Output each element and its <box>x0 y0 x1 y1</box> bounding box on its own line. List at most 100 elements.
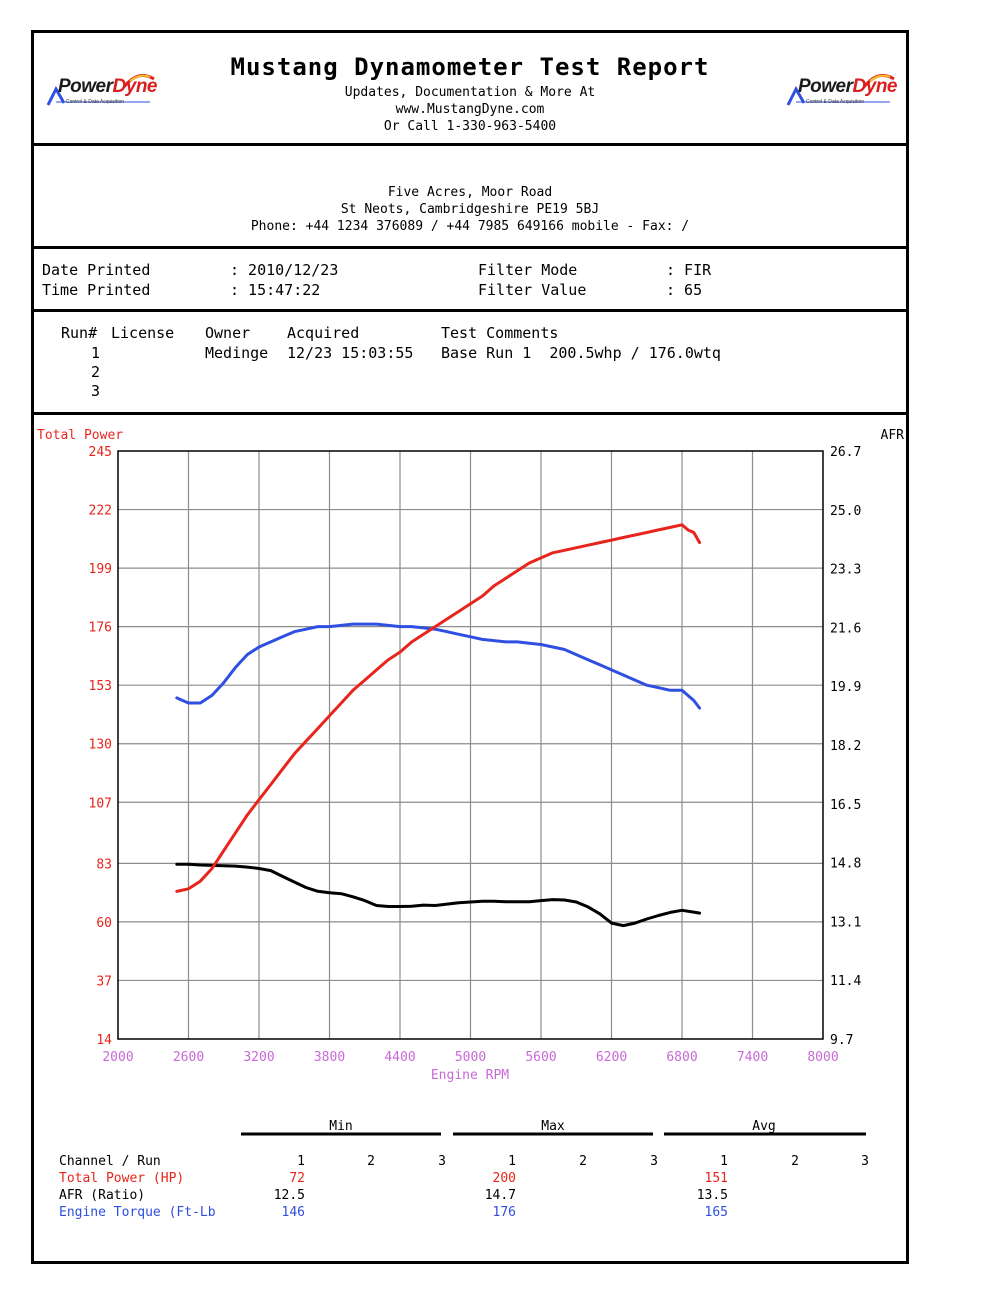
summary-run-number: 2 <box>791 1154 799 1169</box>
x-tick-label: 6800 <box>666 1050 697 1065</box>
summary-run-number: 3 <box>861 1154 869 1169</box>
summary-torque-avg: 165 <box>705 1205 728 1220</box>
summary-row-power-name: Total Power (HP) <box>59 1171 184 1186</box>
runs-header-license: License <box>111 324 175 342</box>
y-right-tick-label: 14.8 <box>830 857 861 872</box>
x-axis-label: Engine RPM <box>431 1068 509 1083</box>
y-right-tick-label: 18.2 <box>830 739 861 754</box>
summary-min-header: Min <box>329 1119 352 1134</box>
date-printed-value: : 2010/12/23 <box>230 261 339 279</box>
run-number: 2 <box>91 363 101 381</box>
summary-row-torque-name: Engine Torque (Ft-Lb <box>59 1205 216 1220</box>
header-phone: Or Call 1-330-963-5400 <box>383 119 557 134</box>
y-right-tick-label: 19.9 <box>830 680 861 695</box>
summary-power-avg: 151 <box>705 1171 728 1186</box>
time-printed-value: : 15:47:22 <box>230 281 321 299</box>
y-left-tick-label: 176 <box>89 621 112 636</box>
y-right-tick-label: 11.4 <box>830 974 861 989</box>
logo-swoosh-icon <box>786 73 895 106</box>
grid <box>118 451 823 1039</box>
summary-row-afr-name: AFR (Ratio) <box>59 1188 145 1203</box>
runs-header-acquired: Acquired <box>287 324 360 342</box>
logo-wordmark: PowerDyne <box>798 76 898 97</box>
x-tick-label: 2600 <box>173 1050 204 1065</box>
runs-header-owner: Owner <box>205 324 251 342</box>
axes: 2000 2600 3200 3800 4400 5000 5600 6200 6800 7400… <box>89 445 862 1065</box>
y-right-tick-label: 23.3 <box>830 563 861 578</box>
y-left-tick-label: 14 <box>96 1033 112 1048</box>
address-line-1: Five Acres, Moor Road <box>387 185 553 200</box>
y-right-tick-label: 16.5 <box>830 798 861 813</box>
y-left-tick-label: 153 <box>89 679 112 694</box>
report-header: PowerDyne Control & Data Acquisition Mus… <box>34 33 906 146</box>
summary-run-number: 1 <box>720 1154 728 1169</box>
x-tick-label: 3800 <box>314 1050 345 1065</box>
summary-max-header: Max <box>541 1119 565 1134</box>
run-number: 1 <box>91 344 101 362</box>
power-line <box>175 523 702 893</box>
x-tick-label: 6200 <box>596 1050 627 1065</box>
y-left-tick-label: 60 <box>96 916 112 931</box>
summary-power-min: 72 <box>289 1171 305 1186</box>
summary-run-number: 3 <box>650 1154 658 1169</box>
x-tick-label: 8000 <box>807 1050 838 1065</box>
y-right-tick-label: 13.1 <box>830 915 861 930</box>
run-number: 3 <box>91 382 101 400</box>
x-tick-label: 7400 <box>737 1050 768 1065</box>
powerdyne-logo-right: PowerDyne Control & Data Acquisition <box>782 63 902 109</box>
summary-table: Min Max Avg Channel / Run 1 2 3 1 2 3 1 … <box>59 1119 869 1220</box>
runs-table: Run# License Owner Acquired Test Comment… <box>34 312 906 415</box>
plot-area-border <box>117 450 824 1040</box>
report-frame: PowerDyne Control & Data Acquisition Mus… <box>31 30 909 1264</box>
x-tick-label: 4400 <box>384 1050 415 1065</box>
x-tick-label: 2000 <box>102 1050 133 1065</box>
header-line-1: Updates, Documentation & More At <box>344 85 596 100</box>
afr-line <box>175 862 702 928</box>
runs-header-comments: Test Comments <box>441 324 559 342</box>
run-owner: Medinge <box>205 344 269 362</box>
report-title: Mustang Dynamometer Test Report <box>230 53 710 81</box>
summary-run-number: 2 <box>579 1154 587 1169</box>
y-left-tick-label: 83 <box>96 857 112 872</box>
y-left-tick-label: 130 <box>89 738 112 753</box>
run-acquired: 12/23 15:03:55 <box>287 344 414 362</box>
left-axis-label: Total Power <box>37 428 123 443</box>
header-website: www.MustangDyne.com <box>395 102 545 117</box>
summary-afr-avg: 13.5 <box>697 1188 728 1203</box>
summary-power-max: 200 <box>493 1171 516 1186</box>
shop-address: Five Acres, Moor Road St Neots, Cambridg… <box>34 146 906 249</box>
logo-swoosh-icon <box>46 73 155 106</box>
y-left-tick-label: 222 <box>89 504 112 519</box>
print-info: Date Printed : 2010/12/23 Filter Mode : … <box>34 249 906 312</box>
summary-torque-min: 146 <box>282 1205 305 1220</box>
summary-avg-header: Avg <box>752 1119 775 1134</box>
y-right-tick-label: 25.0 <box>830 504 861 519</box>
summary-afr-min: 12.5 <box>274 1188 305 1203</box>
y-left-tick-label: 107 <box>89 796 112 811</box>
address-phone-line: Phone: +44 1234 376089 / +44 7985 649166… <box>250 219 690 234</box>
filter-value-value: : 65 <box>666 281 703 299</box>
torque-line <box>175 622 702 710</box>
summary-run-number: 2 <box>367 1154 375 1169</box>
summary-torque-max: 176 <box>493 1205 516 1220</box>
date-printed-label: Date Printed <box>42 261 151 279</box>
series-lines <box>175 523 702 928</box>
powerdyne-logo-left: PowerDyne Control & Data Acquisition <box>42 63 162 109</box>
x-tick-label: 3200 <box>243 1050 274 1065</box>
logo-wordmark: PowerDyne <box>58 76 158 97</box>
x-tick-label: 5600 <box>525 1050 556 1065</box>
y-left-tick-label: 37 <box>96 974 112 989</box>
x-tick-label: 5000 <box>455 1050 486 1065</box>
summary-run-number: 3 <box>438 1154 446 1169</box>
summary-afr-max: 14.7 <box>485 1188 516 1203</box>
y-right-tick-label: 26.7 <box>830 445 861 460</box>
summary-run-number: 1 <box>508 1154 516 1169</box>
address-line-2: St Neots, Cambridgeshire PE19 5BJ <box>340 202 600 217</box>
time-printed-label: Time Printed <box>42 281 151 299</box>
summary-run-number: 1 <box>297 1154 305 1169</box>
filter-mode-value: : FIR <box>666 261 712 279</box>
logo-tagline: Control & Data Acquisition <box>66 99 125 105</box>
filter-mode-label: Filter Mode <box>478 261 578 279</box>
run-comments: Base Run 1 200.5whp / 176.0wtq <box>441 344 721 362</box>
